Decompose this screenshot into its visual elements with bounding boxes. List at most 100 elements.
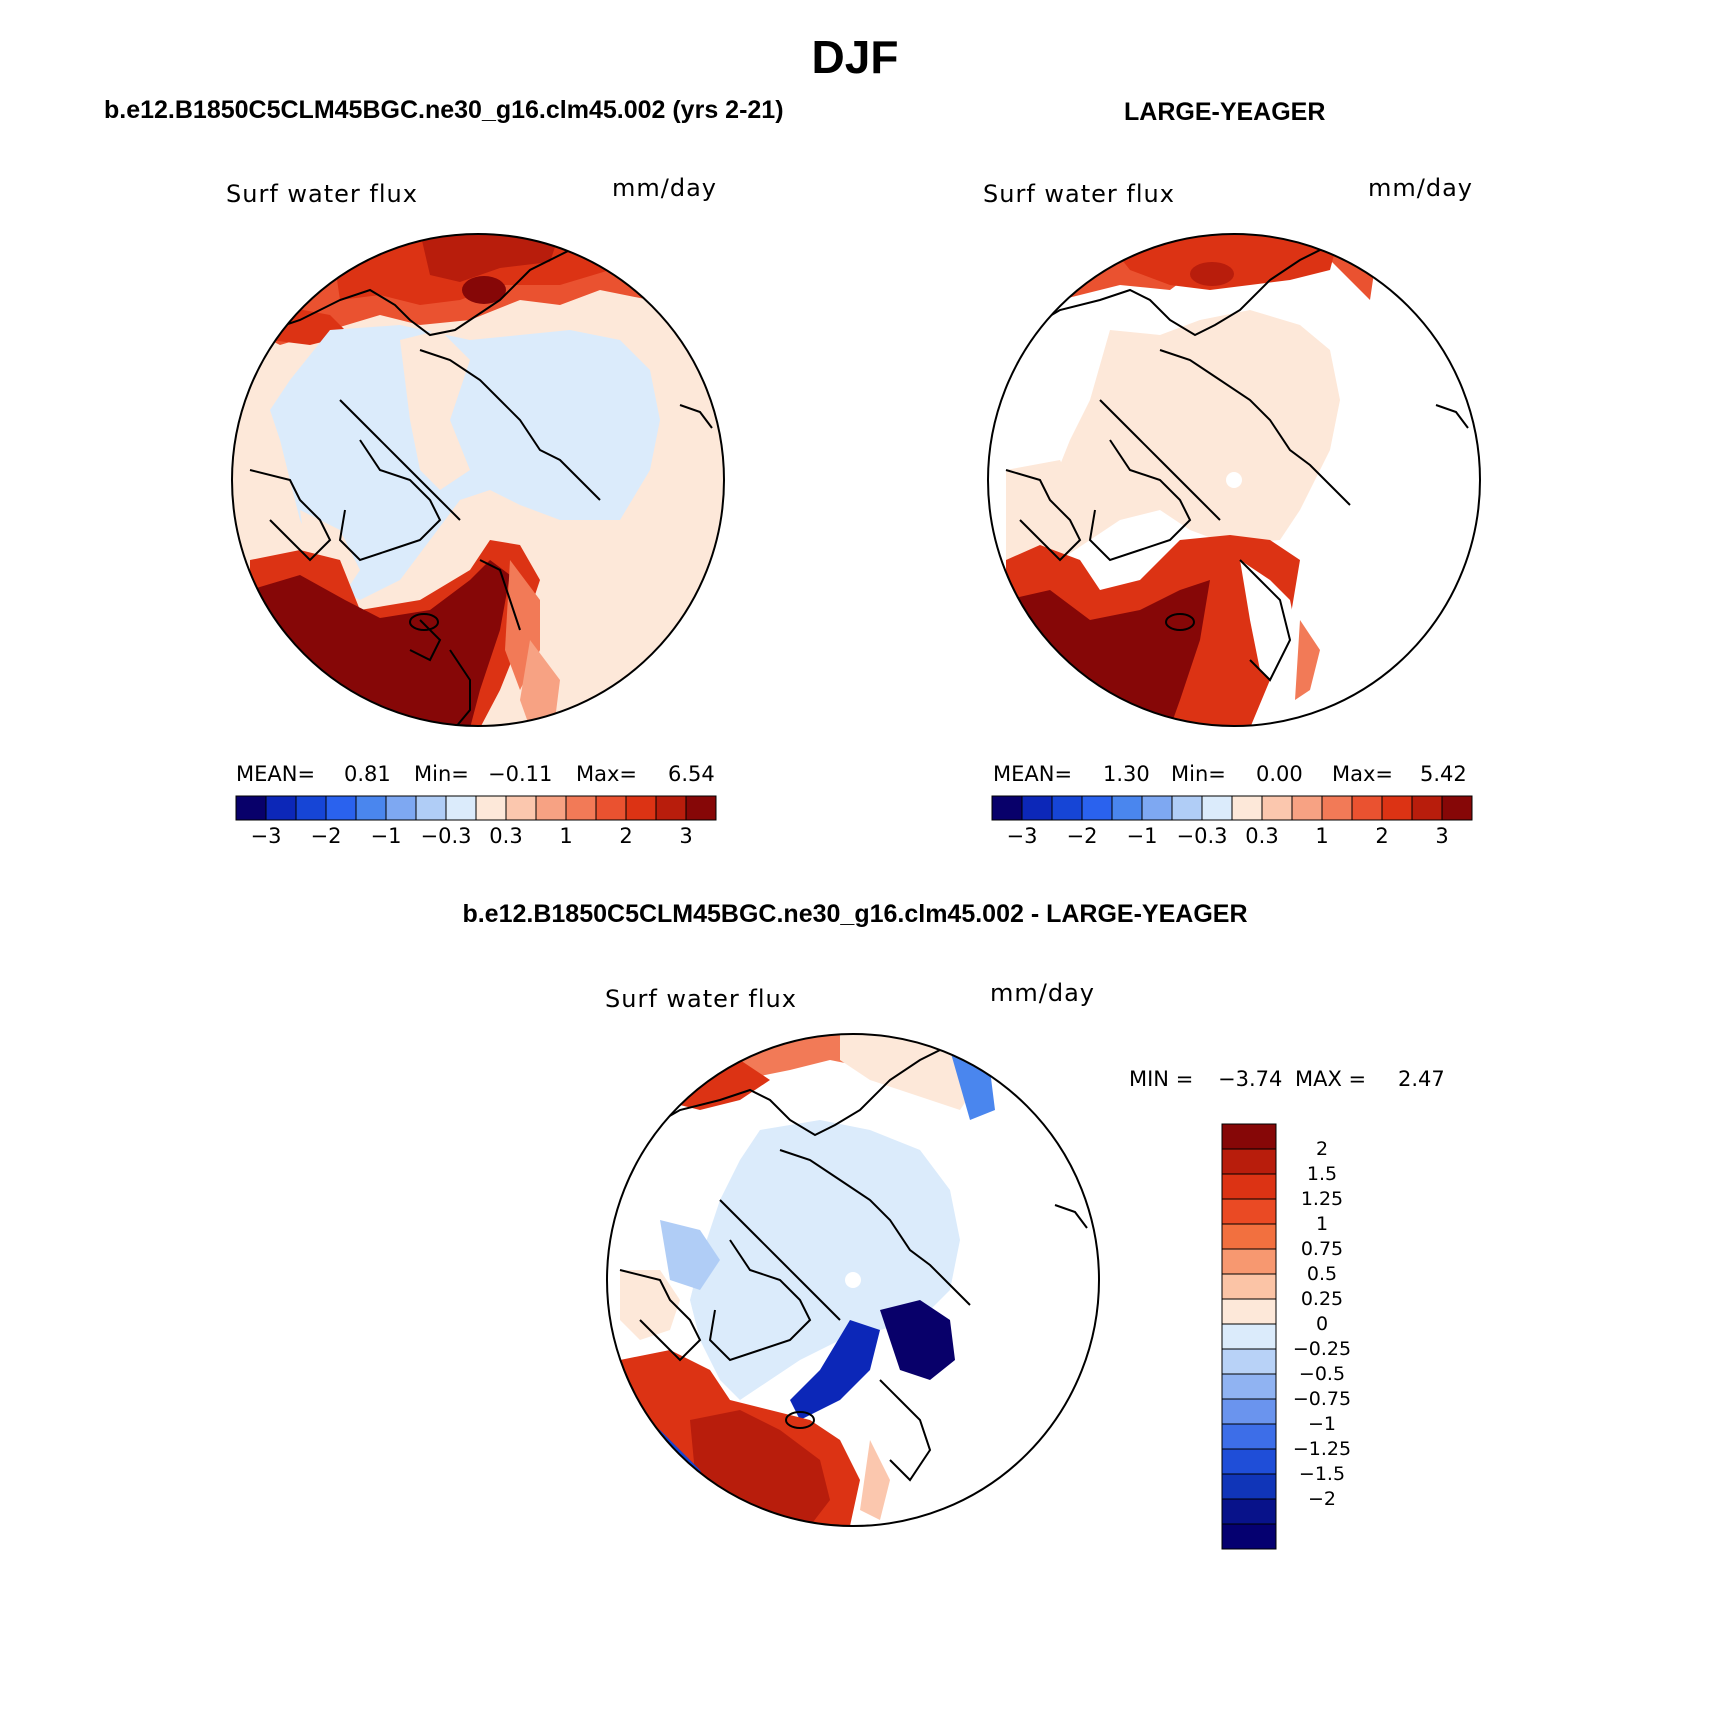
colorbar-swatch xyxy=(1221,1148,1277,1175)
colorbar-tick-label: −0.5 xyxy=(1298,1363,1346,1385)
colorbar-swatch xyxy=(505,795,537,821)
colorbar-tick-label: 3 xyxy=(1435,824,1449,848)
panel2-mean-value: 1.30 xyxy=(1103,762,1150,786)
colorbar-swatch xyxy=(685,795,717,821)
panel1-max-label: Max= xyxy=(576,762,638,786)
colorbar-tick-label: −3 xyxy=(250,824,282,848)
colorbar-swatch xyxy=(1021,795,1053,821)
colorbar-tick-label: −1.25 xyxy=(1292,1438,1352,1460)
colorbar-tick-label: −1 xyxy=(370,824,402,848)
panel3-min-label: MIN = xyxy=(1129,1067,1194,1091)
panel1-max-value: 6.54 xyxy=(668,762,715,786)
colorbar-swatch xyxy=(1221,1298,1277,1325)
colorbar2 xyxy=(991,795,1473,821)
panel3-units-label: mm/day xyxy=(990,979,1095,1007)
colorbar-tick-label: −3 xyxy=(1006,824,1038,848)
colorbar-swatch xyxy=(1221,1448,1277,1475)
colorbar-swatch xyxy=(1171,795,1203,821)
colorbar-swatch xyxy=(415,795,447,821)
colorbar-tick-label: 1 xyxy=(1315,1213,1329,1235)
colorbar-swatch xyxy=(1231,795,1263,821)
panel1-units-label: mm/day xyxy=(612,174,717,202)
panel3-variable-label: Surf water flux xyxy=(605,985,797,1013)
colorbar-swatch xyxy=(1051,795,1083,821)
colorbar-swatch xyxy=(1201,795,1233,821)
colorbar-swatch xyxy=(655,795,687,821)
panel2-min-label: Min= xyxy=(1171,762,1226,786)
colorbar-swatch xyxy=(1321,795,1353,821)
colorbar-swatch xyxy=(1221,1498,1277,1525)
colorbar-tick-label: −2 xyxy=(1066,824,1098,848)
colorbar-tick-label: −1 xyxy=(1307,1413,1336,1435)
colorbar-swatch xyxy=(265,795,297,821)
panel1-min-value: −0.11 xyxy=(488,762,553,786)
colorbar-swatch xyxy=(1221,1273,1277,1300)
colorbar-swatch xyxy=(1221,1398,1277,1425)
colorbar-swatch xyxy=(1081,795,1113,821)
colorbar-tick-label: 0 xyxy=(1315,1313,1329,1335)
colorbar-swatch xyxy=(1221,1323,1277,1350)
panel3-map xyxy=(606,1033,1100,1527)
colorbar-swatch xyxy=(235,795,267,821)
colorbar-swatch xyxy=(475,795,507,821)
panel1-min-label: Min= xyxy=(414,762,469,786)
colorbar-tick-label: −0.25 xyxy=(1292,1338,1352,1360)
colorbar-swatch xyxy=(1351,795,1383,821)
panel1-mean-label: MEAN= xyxy=(236,762,316,786)
colorbar-tick-label: 1 xyxy=(559,824,573,848)
panel2-mean-label: MEAN= xyxy=(993,762,1073,786)
colorbar-tick-label: 1.5 xyxy=(1306,1163,1338,1185)
panel3-max-label: MAX = xyxy=(1295,1067,1367,1091)
colorbar-swatch xyxy=(1411,795,1443,821)
panel1-mean-value: 0.81 xyxy=(344,762,391,786)
difference-title: b.e12.B1850C5CLM45BGC.ne30_g16.clm45.002… xyxy=(462,900,1248,928)
panel2-units-label: mm/day xyxy=(1368,174,1473,202)
colorbar-tick-label: −2 xyxy=(1307,1488,1336,1510)
colorbar-swatch xyxy=(625,795,657,821)
colorbar-swatch xyxy=(1261,795,1293,821)
colorbar1 xyxy=(235,795,717,821)
panel1-map xyxy=(231,233,725,727)
case2-title: LARGE-YEAGER xyxy=(1124,98,1326,126)
colorbar3 xyxy=(1221,1123,1277,1550)
colorbar-swatch xyxy=(1221,1373,1277,1400)
colorbar-swatch xyxy=(595,795,627,821)
case1-title: b.e12.B1850C5CLM45BGC.ne30_g16.clm45.002… xyxy=(104,96,784,124)
colorbar-swatch xyxy=(1221,1348,1277,1375)
colorbar-tick-label: 1 xyxy=(1315,824,1329,848)
colorbar-swatch xyxy=(355,795,387,821)
colorbar-swatch xyxy=(1221,1173,1277,1200)
colorbar-swatch xyxy=(991,795,1023,821)
panel1-variable-label: Surf water flux xyxy=(226,180,418,208)
colorbar-swatch xyxy=(1221,1473,1277,1500)
colorbar-swatch xyxy=(1381,795,1413,821)
colorbar-swatch xyxy=(445,795,477,821)
colorbar-tick-label: −1 xyxy=(1126,824,1158,848)
colorbar-swatch xyxy=(1141,795,1173,821)
colorbar-swatch xyxy=(1111,795,1143,821)
colorbar-swatch xyxy=(565,795,597,821)
colorbar-tick-label: −0.75 xyxy=(1292,1388,1352,1410)
colorbar-swatch xyxy=(1221,1248,1277,1275)
figure-title: DJF xyxy=(811,31,899,83)
colorbar-tick-label: 0.5 xyxy=(1306,1263,1338,1285)
colorbar-tick-label: 0.3 xyxy=(489,824,523,848)
colorbar-tick-label: −2 xyxy=(310,824,342,848)
colorbar-swatch xyxy=(295,795,327,821)
colorbar-swatch xyxy=(1221,1198,1277,1225)
colorbar-tick-label: −0.3 xyxy=(420,824,472,848)
colorbar-tick-label: 0.3 xyxy=(1245,824,1279,848)
colorbar-tick-label: 3 xyxy=(679,824,693,848)
colorbar-swatch xyxy=(1221,1523,1277,1550)
panel2-map xyxy=(987,233,1481,727)
colorbar-swatch xyxy=(1291,795,1323,821)
colorbar-swatch xyxy=(535,795,567,821)
colorbar-swatch xyxy=(1441,795,1473,821)
panel2-max-label: Max= xyxy=(1332,762,1394,786)
colorbar-tick-label: 2 xyxy=(1315,1138,1329,1160)
colorbar-tick-label: −0.3 xyxy=(1176,824,1228,848)
colorbar-swatch xyxy=(1221,1123,1277,1150)
panel2-min-value: 0.00 xyxy=(1256,762,1303,786)
colorbar-tick-label: 0.25 xyxy=(1300,1288,1344,1310)
